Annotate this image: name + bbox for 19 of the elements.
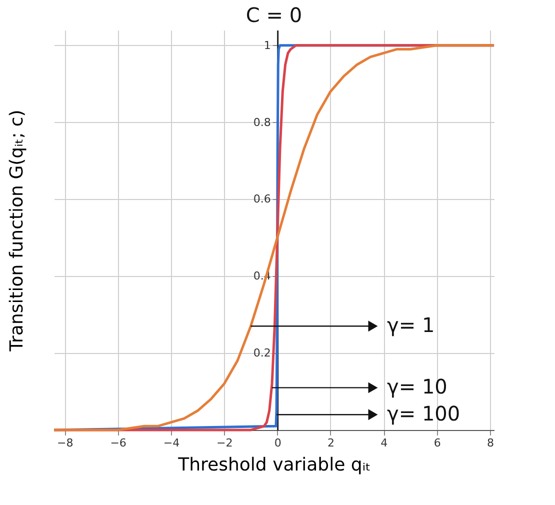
annotation: γ= 1 [387, 313, 435, 338]
x-tick-label: 4 [380, 436, 388, 450]
y-tick-label: 0.2 [253, 346, 271, 360]
y-axis-title: Transition function G(qᵢₜ; c) [6, 110, 28, 352]
chart-title: C = 0 [246, 3, 302, 27]
x-axis-title: Threshold variable qᵢₜ [177, 454, 371, 476]
x-tick-label: −8 [57, 436, 74, 450]
x-tick-label: 8 [487, 436, 494, 450]
x-tick-label: 2 [327, 436, 334, 450]
annotation: γ= 10 [387, 374, 448, 399]
x-tick-label: −4 [163, 436, 180, 450]
y-tick-label: 1 [264, 38, 271, 52]
x-tick-label: 6 [434, 436, 441, 450]
x-tick-label: −6 [110, 436, 126, 450]
y-tick-label: 0.6 [253, 192, 271, 206]
x-tick-label: 0 [274, 436, 282, 450]
annotation: γ= 100 [387, 402, 460, 426]
y-tick-label: 0.8 [253, 116, 271, 129]
x-tick-label: −2 [216, 436, 233, 450]
